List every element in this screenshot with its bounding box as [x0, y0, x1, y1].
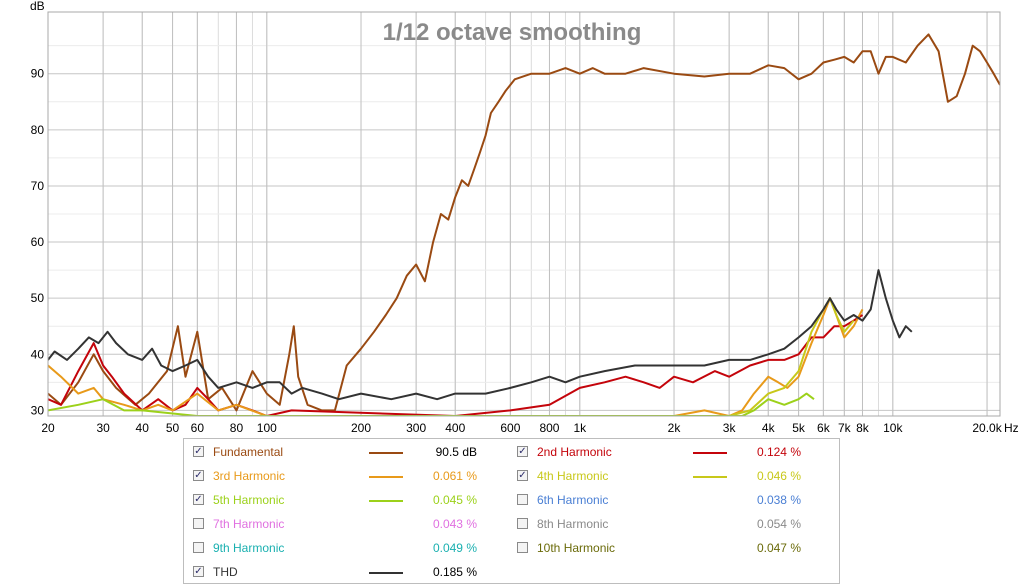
legend-value: 0.054 %	[756, 517, 801, 531]
legend-row-3rd-harmonic: ✓ 3rd Harmonic 0.061 %	[193, 467, 503, 485]
legend-row-thd: ✓ THD 0.185 %	[193, 563, 503, 581]
x-tick-label: 10k	[883, 421, 903, 435]
x-tick-label: 20.0k	[972, 421, 1002, 435]
x-tick-label: 800	[539, 421, 559, 435]
legend-label: 7th Harmonic	[213, 517, 285, 531]
legend-value: 0.045 %	[432, 493, 477, 507]
x-tick-label: 2k	[668, 421, 682, 435]
legend-checkbox-thd[interactable]: ✓	[193, 566, 204, 577]
legend-checkbox-8th-harmonic[interactable]	[517, 518, 528, 529]
legend-swatch	[693, 452, 727, 454]
legend-checkbox-fundamental[interactable]: ✓	[193, 446, 204, 457]
legend-checkbox-3rd-harmonic[interactable]: ✓	[193, 470, 204, 481]
legend-checkbox-2nd-harmonic[interactable]: ✓	[517, 446, 528, 457]
x-tick-label: 40	[136, 421, 150, 435]
x-tick-label: 20	[41, 421, 55, 435]
y-tick-label: 90	[31, 67, 45, 81]
legend-swatch	[693, 476, 727, 478]
series-line-thd	[48, 269, 913, 401]
x-tick-label: 3k	[723, 421, 737, 435]
legend-value: 0.185 %	[432, 565, 477, 579]
legend-row-10th-harmonic: 10th Harmonic 0.047 %	[517, 539, 827, 557]
x-tick-label: 4k	[762, 421, 776, 435]
legend-row-4th-harmonic: ✓ 4th Harmonic 0.046 %	[517, 467, 827, 485]
series-line-4th-harmonic	[728, 297, 855, 416]
x-tick-label: 400	[445, 421, 465, 435]
legend-value: 90.5 dB	[435, 445, 477, 459]
legend-checkbox-9th-harmonic[interactable]	[193, 542, 204, 553]
y-axis-label: dB	[30, 0, 45, 13]
x-tick-label: 7k	[838, 421, 852, 435]
legend-swatch	[369, 500, 403, 502]
legend-label: 8th Harmonic	[537, 517, 609, 531]
legend-swatch	[369, 572, 403, 574]
legend-row-fundamental: ✓ Fundamental 90.5 dB	[193, 443, 503, 461]
legend-label: THD	[213, 565, 238, 579]
legend-label: 6th Harmonic	[537, 493, 609, 507]
legend-label: 5th Harmonic	[213, 493, 285, 507]
series-line-3rd-harmonic	[48, 297, 864, 416]
legend-label: 9th Harmonic	[213, 541, 285, 555]
legend-row-7th-harmonic: 7th Harmonic 0.043 %	[193, 515, 503, 533]
y-tick-label: 80	[31, 123, 45, 137]
legend-row-9th-harmonic: 9th Harmonic 0.049 %	[193, 539, 503, 557]
x-axis-unit: Hz	[1004, 421, 1019, 435]
legend-value: 0.061 %	[432, 469, 477, 483]
x-tick-label: 1k	[573, 421, 587, 435]
x-tick-label: 600	[500, 421, 520, 435]
x-tick-label: 8k	[856, 421, 870, 435]
x-tick-label: 200	[351, 421, 371, 435]
series-line-fundamental	[48, 33, 1000, 412]
x-tick-label: 30	[96, 421, 110, 435]
legend-checkbox-5th-harmonic[interactable]: ✓	[193, 494, 204, 505]
legend-value: 0.046 %	[756, 469, 801, 483]
legend-row-5th-harmonic: ✓ 5th Harmonic 0.045 %	[193, 491, 503, 509]
plot-border	[47, 11, 1001, 417]
x-tick-label: 100	[257, 421, 277, 435]
legend-label: 4th Harmonic	[537, 469, 609, 483]
series-line-5th-harmonic	[48, 392, 815, 416]
x-tick-label: 6k	[817, 421, 831, 435]
legend-label: Fundamental	[213, 445, 284, 459]
legend-label: 2nd Harmonic	[537, 445, 612, 459]
legend-checkbox-6th-harmonic[interactable]	[517, 494, 528, 505]
legend-checkbox-10th-harmonic[interactable]	[517, 542, 528, 553]
x-tick-label: 80	[230, 421, 244, 435]
legend-row-6th-harmonic: 6th Harmonic 0.038 %	[517, 491, 827, 509]
legend-swatch	[369, 476, 403, 478]
legend-value: 0.043 %	[432, 517, 477, 531]
x-tick-label: 60	[191, 421, 205, 435]
x-tick-label: 5k	[792, 421, 806, 435]
y-tick-label: 70	[31, 179, 45, 193]
legend-value: 0.038 %	[756, 493, 801, 507]
x-tick-label: 50	[166, 421, 180, 435]
legend-checkbox-7th-harmonic[interactable]	[193, 518, 204, 529]
y-tick-label: 60	[31, 235, 45, 249]
legend-label: 10th Harmonic	[537, 541, 616, 555]
chart-title: 1/12 octave smoothing	[383, 19, 642, 46]
legend-row-8th-harmonic: 8th Harmonic 0.054 %	[517, 515, 827, 533]
legend-panel: ✓ Fundamental 90.5 dB ✓ 2nd Harmonic 0.124 % ✓…	[183, 438, 840, 584]
legend-swatch	[369, 452, 403, 454]
legend-row-2nd-harmonic: ✓ 2nd Harmonic 0.124 %	[517, 443, 827, 461]
y-tick-label: 40	[31, 347, 45, 361]
series-line-2nd-harmonic	[48, 314, 864, 416]
legend-checkbox-4th-harmonic[interactable]: ✓	[517, 470, 528, 481]
legend-value: 0.049 %	[432, 541, 477, 555]
legend-label: 3rd Harmonic	[213, 469, 286, 483]
legend-value: 0.124 %	[756, 445, 801, 459]
x-tick-label: 300	[406, 421, 426, 435]
y-tick-label: 30	[31, 403, 45, 417]
legend-value: 0.047 %	[756, 541, 801, 555]
y-tick-label: 50	[31, 291, 45, 305]
